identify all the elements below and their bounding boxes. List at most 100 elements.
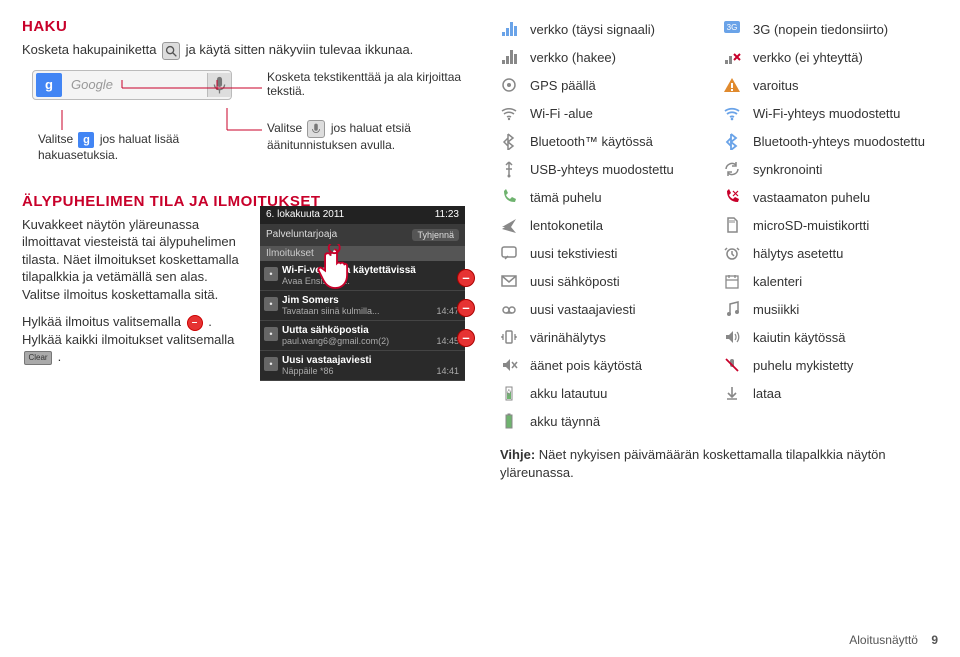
bt-on-icon xyxy=(723,132,741,150)
icon-label: verkko (hakee) xyxy=(530,46,717,68)
notif-title: Jim Somers xyxy=(282,295,459,306)
batchg-icon xyxy=(500,384,518,402)
hint-paragraph: Vihje: Näet nykyisen päivämäärän koskett… xyxy=(500,446,940,481)
icon-label: Bluetooth-yhteys muodostettu xyxy=(753,130,940,152)
tila-p1: Kuvakkeet näytön yläreunassa ilmoittavat… xyxy=(22,216,247,304)
dismiss-notif-icon[interactable]: – xyxy=(457,329,475,347)
sms-icon xyxy=(500,244,518,262)
notif-title: Uutta sähköpostia xyxy=(282,325,459,336)
footer-label: Aloitusnäyttö xyxy=(849,633,918,647)
clear-button[interactable]: Tyhjennä xyxy=(412,229,459,241)
notification-item[interactable]: • Jim SomersTavataan siinä kulmilla...14:… xyxy=(260,291,465,321)
alarm-icon xyxy=(723,244,741,262)
icon-label: USB-yhteys muodostettu xyxy=(530,158,717,180)
icon-label: microSD-muistikortti xyxy=(753,214,940,236)
notif-glyph-icon: • xyxy=(264,327,278,341)
notif-sub: Näppäile *8614:41 xyxy=(282,366,459,376)
icon-label: verkko (täysi signaali) xyxy=(530,18,717,40)
dismiss-notif-icon[interactable]: – xyxy=(457,269,475,287)
wifi-on-icon xyxy=(723,104,741,122)
sync-icon xyxy=(723,160,741,178)
icon-label: akku latautuu xyxy=(530,382,717,404)
google-g-small-icon: g xyxy=(78,132,94,148)
icon-label: Wi-Fi -alue xyxy=(530,102,717,124)
signal-x-icon xyxy=(723,48,741,66)
icon-label: värinähälytys xyxy=(530,326,717,348)
plane-icon xyxy=(500,216,518,234)
icon-label: Wi-Fi-yhteys muodostettu xyxy=(753,102,940,124)
icon-label: lentokonetila xyxy=(530,214,717,236)
missed-icon xyxy=(723,188,741,206)
signal-icon xyxy=(500,20,518,38)
search-tip-right-bottom: Valitse jos haluat etsiä äänitunnistukse… xyxy=(267,120,477,152)
icon-label: synkronointi xyxy=(753,158,940,180)
wifi-icon xyxy=(500,104,518,122)
search-key-icon xyxy=(162,42,180,60)
notification-item[interactable]: •Uusi vastaajaviestiNäppäile *8614:41 xyxy=(260,351,465,381)
dismiss-icon: – xyxy=(187,315,203,331)
notif-glyph-icon: • xyxy=(264,297,278,311)
google-search-bar[interactable]: g Google xyxy=(32,70,232,100)
music-icon xyxy=(723,300,741,318)
service-row: Palveluntarjoaja Tyhjennä xyxy=(260,224,465,246)
service-label: Palveluntarjoaja xyxy=(266,229,337,240)
icon-label xyxy=(753,410,940,432)
bt-icon xyxy=(500,132,518,150)
mic-small-icon xyxy=(307,120,325,138)
notification-item[interactable]: • Uutta sähköpostiapaul.wang6@gmail.com(2… xyxy=(260,321,465,351)
search-tip-right-top: Kosketa tekstikenttää ja ala kirjoittaa … xyxy=(267,70,467,98)
google-g-icon[interactable]: g xyxy=(36,73,62,97)
vib-icon xyxy=(500,328,518,346)
mute-icon xyxy=(500,356,518,374)
icon-label: akku täynnä xyxy=(530,410,717,432)
hint-bold: Vihje: xyxy=(500,447,535,462)
icon-label: varoitus xyxy=(753,74,940,96)
micoff-icon xyxy=(723,356,741,374)
haku-text-b: ja käytä sitten näkyviin tulevaa ikkunaa… xyxy=(186,42,414,57)
icon-label: tämä puhelu xyxy=(530,186,717,208)
icon-label: uusi vastaajaviesti xyxy=(530,298,717,320)
icon-label: Bluetooth™ käytössä xyxy=(530,130,717,152)
notif-sub: Avaa Ensisijais... xyxy=(282,276,459,286)
haku-title: HAKU xyxy=(22,18,477,35)
icon-label: kaiutin käytössä xyxy=(753,326,940,348)
notif-title: Wi-Fi-verkkoja käytettävissä xyxy=(282,265,459,276)
icon-label: uusi tekstiviesti xyxy=(530,242,717,264)
vm-icon xyxy=(500,300,518,318)
mic-icon[interactable] xyxy=(207,73,231,97)
notification-item[interactable]: • Wi-Fi-verkkoja käytettävissäAvaa Ensisi… xyxy=(260,261,465,291)
status-icon-table: verkko (täysi signaali)3G3G (nopein tied… xyxy=(500,18,940,432)
haku-paragraph: Kosketa hakupainiketta ja käytä sitten n… xyxy=(22,41,477,60)
signal-dim-icon xyxy=(500,48,518,66)
icon-label: musiikki xyxy=(753,298,940,320)
dismiss-notif-icon[interactable]: – xyxy=(457,299,475,317)
svg-text:3G: 3G xyxy=(727,23,738,32)
notif-sub: Tavataan siinä kulmilla...14:47 xyxy=(282,306,459,316)
notification-panel: 6. lokakuuta 2011 11:23 Palveluntarjoaja… xyxy=(260,206,465,381)
hint-text: Näet nykyisen päivämäärän koskettamalla … xyxy=(500,447,886,480)
icon-label: uusi sähköposti xyxy=(530,270,717,292)
haku-text-a: Kosketa hakupainiketta xyxy=(22,42,160,57)
warn-icon xyxy=(723,76,741,94)
icon-label: GPS päällä xyxy=(530,74,717,96)
usb-icon xyxy=(500,160,518,178)
status-bar: 6. lokakuuta 2011 11:23 xyxy=(260,206,465,224)
icon-label: kalenteri xyxy=(753,270,940,292)
search-tip-left: Valitse g jos haluat lisää hakuasetuksia… xyxy=(38,132,238,162)
icon-label: äänet pois käytöstä xyxy=(530,354,717,376)
mail-icon xyxy=(500,272,518,290)
spk-icon xyxy=(723,328,741,346)
dl-icon xyxy=(723,384,741,402)
page-footer: Aloitusnäyttö 9 xyxy=(849,633,938,647)
icon-label: puhelu mykistetty xyxy=(753,354,940,376)
call-icon xyxy=(500,188,518,206)
batfull-icon xyxy=(500,412,518,430)
notif-glyph-icon: • xyxy=(264,267,278,281)
status-date: 6. lokakuuta 2011 xyxy=(266,209,344,220)
footer-page: 9 xyxy=(931,633,938,647)
notif-title: Uusi vastaajaviesti xyxy=(282,355,459,366)
gps-icon xyxy=(500,76,518,94)
icon-label: verkko (ei yhteyttä) xyxy=(753,46,940,68)
notif-sub: paul.wang6@gmail.com(2)14:45 xyxy=(282,336,459,346)
cal-icon xyxy=(723,272,741,290)
